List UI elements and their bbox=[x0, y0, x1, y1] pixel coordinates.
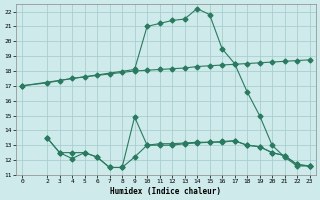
X-axis label: Humidex (Indice chaleur): Humidex (Indice chaleur) bbox=[110, 187, 221, 196]
